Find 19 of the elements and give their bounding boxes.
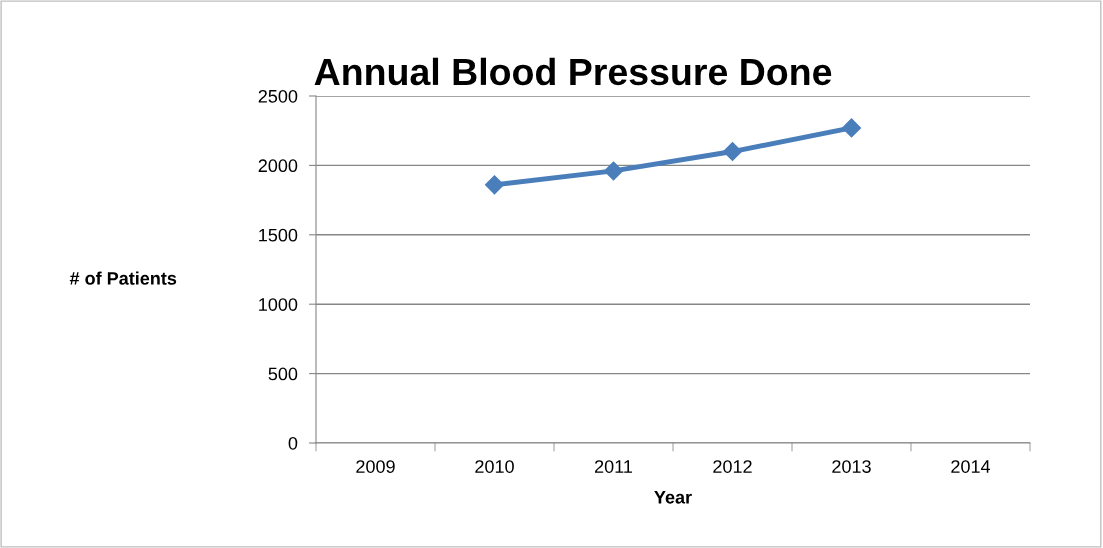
x-tick-label: 2014 — [951, 460, 991, 473]
x-tick-label: 2010 — [475, 460, 514, 473]
y-tick-label: 0 — [288, 436, 298, 450]
x-tick-label: 2009 — [356, 460, 395, 473]
point — [841, 118, 862, 138]
x-tick-label: 2011 — [594, 460, 633, 473]
x-tick-label: 2013 — [832, 460, 871, 473]
y-tick-label: 1000 — [259, 298, 298, 311]
y-tick-label: 2000 — [258, 159, 298, 173]
y-axis-title: # of Patients — [69, 271, 177, 285]
point — [603, 161, 624, 181]
chart-title: Annual Blood Pressure Done — [314, 57, 832, 86]
x-tick-label: 2012 — [713, 460, 752, 473]
y-tick-label: 500 — [268, 367, 298, 381]
point — [722, 141, 743, 162]
y-tick-label: 1500 — [259, 228, 298, 242]
y-tick-label: 2500 — [258, 89, 298, 103]
x-axis-title: Year — [654, 491, 692, 504]
point — [484, 175, 505, 195]
